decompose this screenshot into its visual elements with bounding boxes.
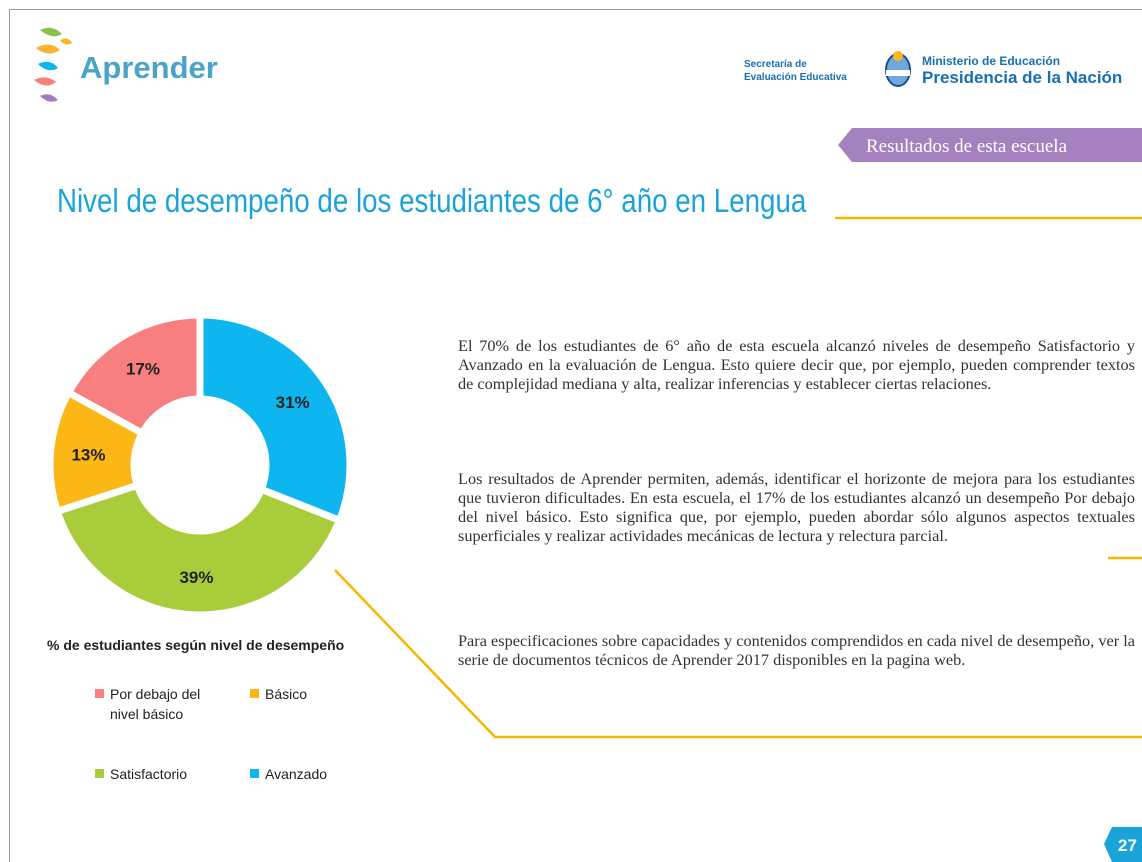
legend-item: Satisfactorio xyxy=(95,764,250,784)
donut-slice xyxy=(196,311,354,525)
secretaria-line: Secretaría de xyxy=(744,59,807,70)
paragraph: Los resultados de Aprender permiten, ade… xyxy=(458,469,1135,545)
legend-swatch xyxy=(250,769,259,778)
legend-item: Básico xyxy=(250,684,385,704)
slice-label: 17% xyxy=(126,360,160,379)
slice-label: 39% xyxy=(179,568,213,587)
legend-label: Por debajo del nivel básico xyxy=(110,686,201,722)
ministerio-line: Ministerio de Educación xyxy=(922,54,1060,68)
logo-icon xyxy=(34,27,72,102)
chart-title: % de estudiantes según nivel de desempeñ… xyxy=(47,637,344,653)
paragraph: El 70% de los estudiantes de 6° año de e… xyxy=(458,336,1135,393)
slice-label: 13% xyxy=(71,445,105,464)
legend-label: Satisfactorio xyxy=(110,766,188,782)
page-number-shape xyxy=(1104,827,1142,862)
slice-label: 31% xyxy=(276,393,310,412)
donut-slice xyxy=(63,311,204,438)
legend-item: Avanzado xyxy=(250,764,405,784)
legend-item: Por debajo del nivel básico xyxy=(95,684,230,724)
page-frame xyxy=(9,9,1142,862)
secretaria-line: Evaluación Educativa xyxy=(744,72,847,83)
logo-text: Aprender xyxy=(80,50,218,85)
connector-line xyxy=(334,569,1142,739)
tag-shape xyxy=(838,128,1142,162)
legend-swatch xyxy=(250,689,259,698)
page-title: Nivel de desempeño de los estudiantes de… xyxy=(57,182,807,219)
legend-label: Básico xyxy=(265,686,308,702)
legend-swatch xyxy=(95,769,104,778)
page-number: 27 xyxy=(1118,836,1137,855)
legend-label: Avanzado xyxy=(265,766,328,782)
donut-slice xyxy=(52,480,345,619)
donut-chart: 17% 13% 39% 31% xyxy=(46,311,354,619)
paragraph: Para especificaciones sobre capacidades … xyxy=(458,631,1135,669)
donut-slice xyxy=(46,387,147,516)
tag-text: Resultados de esta escuela xyxy=(866,136,1068,157)
coat-of-arms xyxy=(885,51,911,87)
legend-swatch xyxy=(95,689,104,698)
ministerio-line: Presidencia de la Nación xyxy=(922,68,1122,87)
